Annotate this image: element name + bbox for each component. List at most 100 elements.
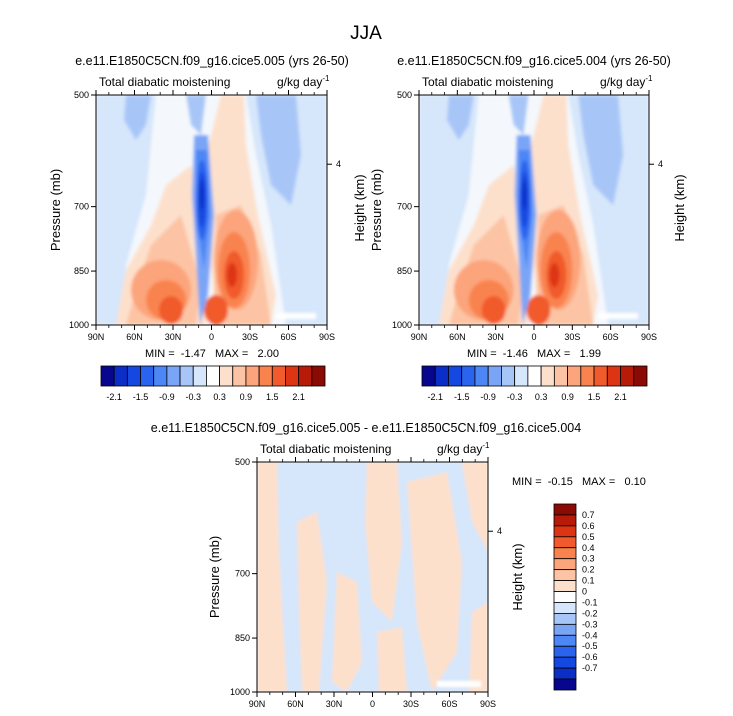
panel-title: e.e11.E1850C5CN.f09_g16.cice5.005 (yrs 2… [75, 54, 349, 68]
colorbar-swatch [580, 365, 595, 387]
colorbar-label: 2.1 [292, 392, 305, 402]
colorbar-swatch [553, 558, 577, 571]
panel-title: e.e11.E1850C5CN.f09_g16.cice5.005 - e.e1… [151, 421, 581, 435]
colorbar-swatch [633, 365, 648, 387]
panel-2: e.e11.E1850C5CN.f09_g16.cice5.004 (yrs 2… [369, 54, 687, 402]
minmax-text: MIN = -1.47 MAX = 2.00 [145, 348, 279, 360]
colorbar-swatch [553, 623, 577, 636]
colorbar-swatch [553, 525, 577, 538]
colorbar-swatch [620, 365, 635, 387]
colorbar-swatch [553, 634, 577, 647]
axes: 90N 60N 30N 0 30S 60S 90S 500 700 850 1000 4 [230, 457, 502, 709]
colorbar-swatch [540, 365, 555, 387]
colorbar-swatch [461, 365, 476, 387]
x-tick-label: 60N [449, 332, 466, 342]
colorbar-swatch [514, 365, 529, 387]
colorbar-label: -0.9 [480, 392, 496, 402]
colorbar-swatch [553, 645, 577, 658]
y-tick-label: 700 [74, 202, 89, 212]
colorbar-label: 0.9 [240, 392, 253, 402]
y-axis-label: Pressure (mb) [48, 169, 63, 251]
left-string: Total diabatic moistening [260, 442, 391, 456]
y-tick-label: 850 [235, 633, 250, 643]
colorbar-swatch [553, 667, 577, 680]
panel-3: e.e11.E1850C5CN.f09_g16.cice5.005 - e.e1… [151, 421, 646, 709]
x-tick-label: 30S [403, 699, 419, 709]
colorbar-label: -0.3 [507, 392, 523, 402]
colorbar-label: 0.4 [582, 543, 595, 553]
x-tick-label: 30S [564, 332, 580, 342]
colorbar-swatch [527, 365, 542, 387]
heatmap-field [96, 95, 327, 325]
y-tick-label: 1000 [69, 320, 89, 330]
colorbar-swatch [553, 678, 577, 691]
minmax-text: MIN = -1.46 MAX = 1.99 [467, 348, 601, 360]
colorbar-label: 0.5 [582, 532, 595, 542]
heatmap-field [419, 95, 649, 325]
panel-title: e.e11.E1850C5CN.f09_g16.cice5.004 (yrs 2… [397, 54, 671, 68]
colorbar-swatch [553, 569, 577, 581]
colorbar-swatch [553, 365, 568, 387]
colorbar: -2.1 -1.5 -0.9 -0.3 0.3 0.9 1.5 2.1 [421, 365, 648, 402]
colorbar-label: 0.7 [582, 510, 595, 520]
colorbar-swatch [487, 365, 502, 387]
colorbar-swatch [553, 656, 577, 669]
colorbar-swatch [245, 365, 260, 387]
x-tick-label: 60N [126, 332, 143, 342]
colorbar-swatch [100, 365, 115, 387]
colorbar-swatch [553, 613, 577, 625]
left-string: Total diabatic moistening [422, 75, 553, 89]
colorbar-swatch [258, 365, 273, 387]
x-tick-label: 90N [249, 699, 266, 709]
x-tick-label: 60N [287, 699, 304, 709]
axes: 90N 60N 30N 0 30S 60S 90S 500 700 850 1000 4 [69, 90, 341, 342]
colorbar-label: -0.2 [582, 608, 598, 618]
x-tick-label: 90S [641, 332, 657, 342]
y-tick-label: 1000 [392, 320, 412, 330]
x-tick-label: 90N [411, 332, 428, 342]
y-axis-label: Pressure (mb) [207, 536, 222, 618]
colorbar-swatch [448, 365, 463, 387]
x-tick-label: 0 [370, 699, 375, 709]
figure-title: JJA [350, 23, 382, 44]
y-tick-label: 500 [74, 90, 89, 100]
colorbar-label: -0.3 [185, 392, 201, 402]
colorbar-label: -1.5 [454, 392, 470, 402]
x-tick-label: 90S [480, 699, 496, 709]
x-tick-label: 0 [209, 332, 214, 342]
colorbar-label: -1.5 [133, 392, 149, 402]
colorbar-label: 0.1 [582, 576, 595, 586]
colorbar-swatch [553, 591, 577, 603]
colorbar-swatch [126, 365, 141, 387]
y-tick-label: 500 [397, 90, 412, 100]
y-tick-label: 500 [235, 457, 250, 467]
colorbar-label: -2.1 [427, 392, 443, 402]
y-tick-label: 850 [397, 266, 412, 276]
colorbar-label: -2.1 [106, 392, 122, 402]
colorbar-label: -0.4 [582, 630, 598, 640]
y-tick-label: 700 [397, 202, 412, 212]
x-tick-label: 90S [319, 332, 335, 342]
colorbar-swatch [593, 365, 608, 387]
colorbar-label: 0.9 [561, 392, 574, 402]
colorbar: 0.70.60.50.40.30.20.10-0.1-0.2-0.3-0.4-0… [553, 503, 598, 691]
right-axis-label: Height (km) [672, 174, 687, 241]
minmax-text: MIN = -0.15 MAX = 0.10 [512, 476, 646, 488]
right-tick-label: 4 [658, 159, 663, 169]
y-tick-label: 700 [235, 569, 250, 579]
colorbar-swatch [271, 365, 286, 387]
colorbar-label: 0.3 [582, 554, 595, 564]
colorbar-swatch [153, 365, 168, 387]
left-string: Total diabatic moistening [99, 75, 230, 89]
y-tick-label: 1000 [230, 687, 250, 697]
right-axis-label: Height (km) [352, 174, 367, 241]
colorbar-swatch [206, 365, 220, 387]
colorbar-swatch [553, 536, 577, 549]
colorbar-label: 0.3 [213, 392, 226, 402]
colorbar-swatch [553, 547, 577, 560]
y-axis-label: Pressure (mb) [369, 169, 384, 251]
colorbar-label: 0.2 [582, 565, 595, 575]
x-tick-label: 30S [242, 332, 258, 342]
heatmap-field [257, 462, 488, 692]
colorbar-swatch [192, 365, 207, 387]
